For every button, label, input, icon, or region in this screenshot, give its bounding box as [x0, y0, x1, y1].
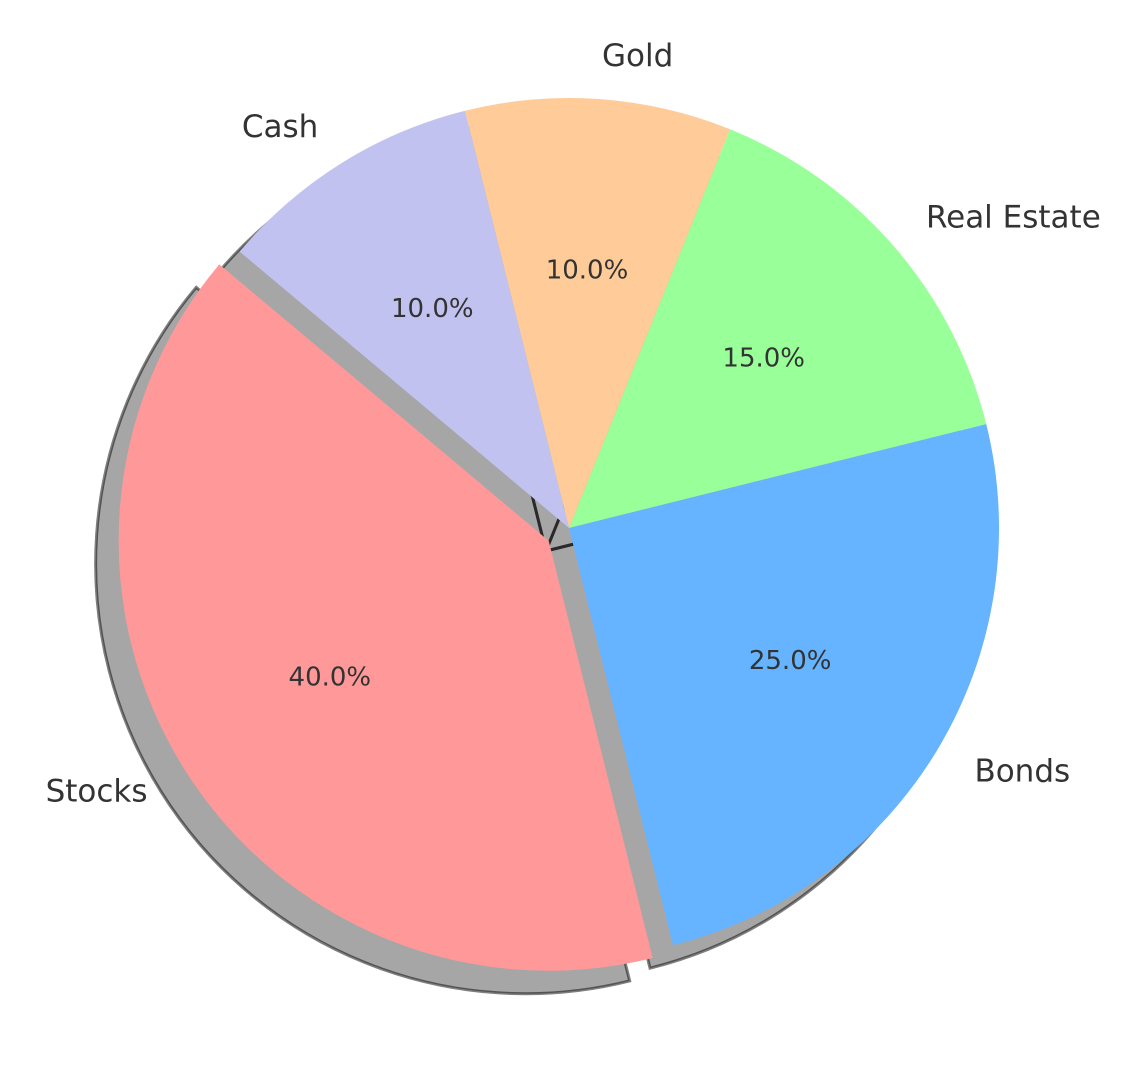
label-bonds: Bonds	[974, 754, 1070, 790]
slice-cash	[239, 110, 569, 529]
percent-label-stocks: 40.0%	[289, 662, 372, 692]
label-cash: Cash	[242, 109, 318, 145]
slice-layer	[118, 98, 999, 971]
percent-label-gold: 10.0%	[546, 256, 629, 286]
label-real-estate: Real Estate	[926, 200, 1101, 236]
label-gold: Gold	[602, 38, 673, 74]
percent-label-real-estate: 15.0%	[722, 344, 805, 374]
label-stocks: Stocks	[46, 773, 148, 809]
percent-label-cash: 10.0%	[391, 294, 474, 324]
slice-bonds	[569, 423, 999, 946]
label-layer: Stocks 40.0% Bonds 25.0% Real Estate 15.0% Gol…	[46, 38, 1101, 809]
slice-real-estate	[569, 129, 987, 528]
percent-label-bonds: 25.0%	[749, 646, 832, 676]
slice-stocks	[118, 264, 653, 971]
slice-gold	[464, 98, 731, 528]
